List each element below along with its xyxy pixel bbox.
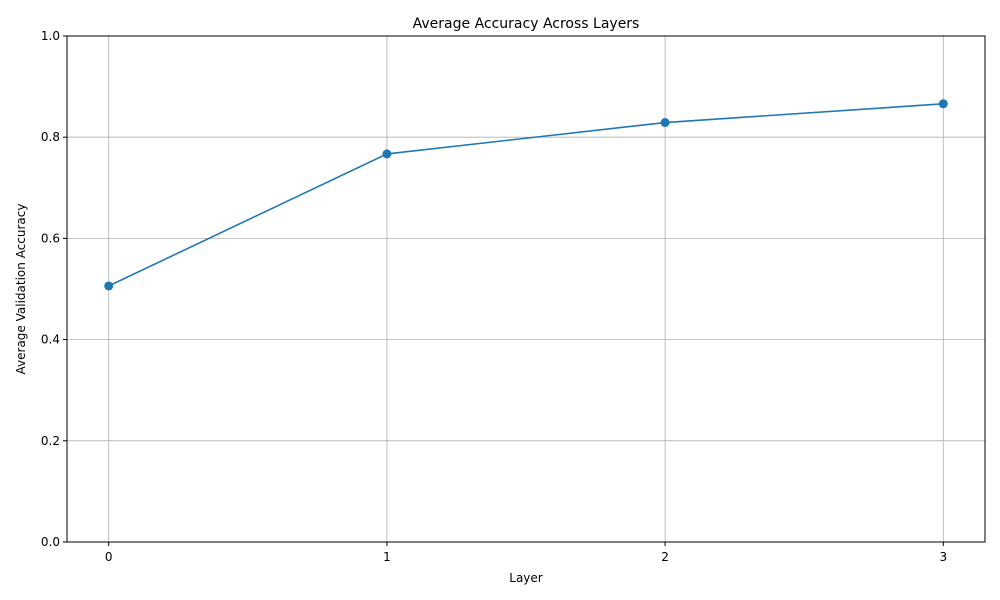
chart-title: Average Accuracy Across Layers bbox=[413, 16, 640, 32]
y-tick-label: 0.4 bbox=[41, 333, 60, 347]
y-tick-label: 0.8 bbox=[41, 130, 60, 144]
x-tick-label: 2 bbox=[661, 550, 669, 564]
data-point bbox=[104, 281, 114, 291]
x-tick-label: 0 bbox=[105, 550, 113, 564]
x-tick-label: 1 bbox=[383, 550, 391, 564]
y-tick-label: 0.6 bbox=[41, 231, 60, 245]
y-tick-label: 0.0 bbox=[41, 535, 60, 549]
x-tick-label: 3 bbox=[939, 550, 947, 564]
series-line bbox=[108, 103, 944, 287]
y-tick-label: 0.2 bbox=[41, 434, 60, 448]
x-axis-label: Layer bbox=[509, 571, 543, 585]
data-point bbox=[382, 149, 392, 159]
data-point bbox=[938, 99, 948, 109]
plot-area-frame bbox=[66, 35, 986, 543]
axis-ticks: 0 1 2 3 0.0 0.2 0.4 0.6 0.8 1.0 bbox=[41, 29, 947, 564]
data-point bbox=[660, 118, 670, 128]
y-axis-label: Average Validation Accuracy bbox=[14, 204, 28, 375]
y-tick-label: 1.0 bbox=[41, 29, 60, 43]
series-layer bbox=[104, 99, 948, 291]
